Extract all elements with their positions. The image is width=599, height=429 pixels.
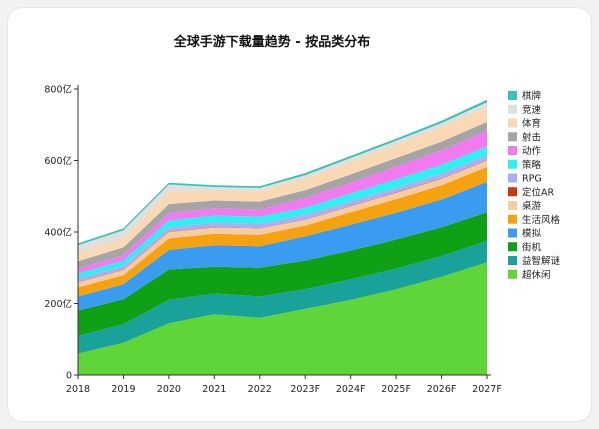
x-tick-label-5: 2023F bbox=[290, 384, 320, 395]
legend-label-9: 生活风格 bbox=[522, 214, 561, 226]
legend-swatch-11 bbox=[508, 242, 517, 252]
legend-label-6: RPG bbox=[522, 174, 542, 185]
x-tick-label-0: 2018 bbox=[66, 384, 90, 395]
y-tick-label-3: 600亿 bbox=[44, 155, 72, 167]
legend-swatch-4 bbox=[508, 146, 517, 155]
y-tick-label-2: 400亿 bbox=[44, 227, 72, 239]
legend-label-7: 定位AR bbox=[522, 186, 554, 198]
y-tick-label-0: 0 bbox=[66, 371, 72, 382]
area-3 bbox=[78, 181, 487, 311]
legend-swatch-9 bbox=[508, 214, 517, 224]
legend-swatch-10 bbox=[508, 228, 517, 238]
legend-swatch-1 bbox=[508, 104, 517, 114]
legend-swatch-3 bbox=[508, 132, 517, 142]
legend-label-0: 棋牌 bbox=[522, 90, 542, 102]
legend-label-10: 模拟 bbox=[522, 228, 542, 240]
area-4 bbox=[78, 166, 487, 297]
area-13 bbox=[78, 99, 487, 246]
area-9 bbox=[78, 130, 487, 274]
legend-label-3: 射击 bbox=[522, 131, 541, 143]
area-0 bbox=[78, 262, 487, 375]
x-tick-label-8: 2026F bbox=[427, 384, 457, 395]
x-tick-label-9: 2027F bbox=[472, 384, 502, 395]
legend-swatch-0 bbox=[508, 91, 517, 100]
area-11 bbox=[78, 106, 487, 262]
area-7 bbox=[78, 155, 487, 283]
legend-label-1: 竞速 bbox=[522, 104, 542, 116]
legend-swatch-13 bbox=[508, 269, 517, 279]
legend-label-13: 超休闲 bbox=[522, 269, 551, 281]
legend-swatch-8 bbox=[508, 201, 517, 210]
legend-swatch-6 bbox=[508, 173, 517, 183]
area-5 bbox=[78, 160, 487, 288]
y-tick-label-1: 200亿 bbox=[44, 298, 72, 310]
legend-swatch-12 bbox=[508, 256, 517, 265]
x-tick-label-2: 2020 bbox=[157, 384, 181, 395]
area-8 bbox=[78, 146, 487, 279]
legend-swatch-5 bbox=[508, 159, 517, 169]
area-1 bbox=[78, 240, 487, 354]
legend-label-12: 益智解谜 bbox=[522, 255, 561, 267]
area-2 bbox=[78, 212, 487, 336]
x-tick-label-1: 2019 bbox=[111, 384, 135, 395]
area-12 bbox=[78, 102, 487, 253]
legend-label-4: 动作 bbox=[522, 145, 542, 157]
chart-title: 全球手游下载量趋势 - 按品类分布 bbox=[173, 34, 370, 50]
legend-label-5: 策略 bbox=[522, 159, 542, 171]
legend-label-2: 体育 bbox=[522, 118, 541, 130]
legend-label-8: 桌游 bbox=[522, 200, 542, 212]
x-tick-label-6: 2024F bbox=[336, 384, 366, 395]
area-10 bbox=[78, 121, 487, 269]
legend-swatch-7 bbox=[508, 187, 517, 197]
y-tick-label-4: 800亿 bbox=[44, 84, 72, 96]
x-tick-label-3: 2021 bbox=[202, 384, 226, 395]
legend-label-11: 街机 bbox=[522, 241, 542, 253]
legend-swatch-2 bbox=[508, 118, 517, 128]
x-tick-label-7: 2025F bbox=[381, 384, 411, 395]
x-tick-label-4: 2022 bbox=[248, 384, 272, 395]
